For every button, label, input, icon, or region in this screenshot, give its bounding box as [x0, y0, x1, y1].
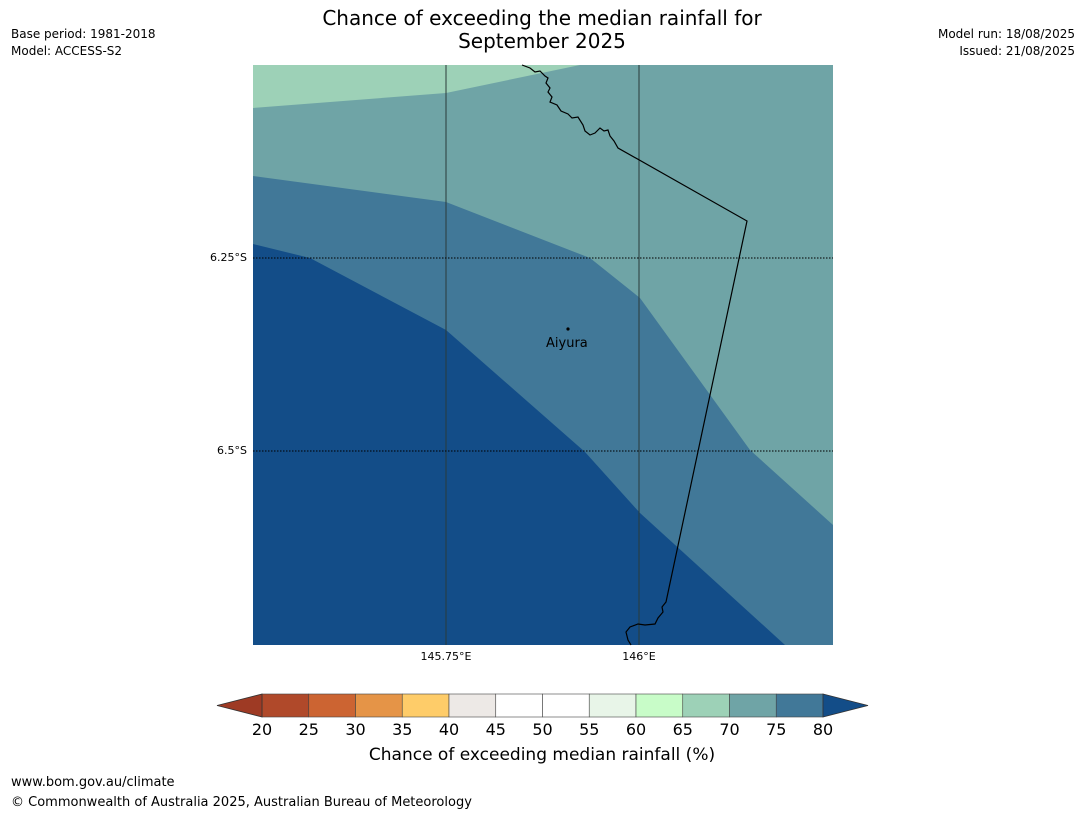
graticule	[253, 65, 833, 645]
probability-contours	[253, 65, 833, 645]
colorbar-tick-65: 65	[672, 720, 693, 739]
colorbar-segments	[261, 693, 824, 718]
colorbar-segment-70-75	[729, 693, 777, 718]
colorbar-tick-25: 25	[298, 720, 319, 739]
map-title-line1: Chance of exceeding the median rainfall …	[322, 6, 762, 30]
model-run-text: Model run: 18/08/2025	[937, 27, 1075, 41]
colorbar-tick-45: 45	[485, 720, 506, 739]
zone-above-80	[253, 244, 785, 645]
colorbar-segment-25-30	[308, 693, 356, 718]
colorbar-tick-50: 50	[532, 720, 553, 739]
colorbar-tick-30: 30	[345, 720, 366, 739]
colorbar-segment-35-40	[401, 693, 450, 718]
longitude-label-1: 145.75°E	[420, 650, 472, 663]
colorbar-title: Chance of exceeding median rainfall (%)	[368, 745, 716, 765]
colorbar-tick-55: 55	[579, 720, 600, 739]
colorbar-tick-75: 75	[766, 720, 787, 739]
colorbar-tick-35: 35	[392, 720, 413, 739]
province-boundary	[521, 64, 748, 646]
map-title: Chance of exceeding the median rainfall …	[242, 7, 842, 53]
town-label-aiyura: Aiyura	[546, 336, 588, 351]
meta-left: Base period: 1981-2018 Model: ACCESS-S2	[11, 26, 156, 60]
issued-text: Issued: 21/08/2025	[959, 44, 1075, 58]
latitude-label-2: 6.5°S	[217, 444, 247, 457]
colorbar-tick-80: 80	[812, 720, 834, 739]
colorbar-tick-20: 20	[251, 720, 273, 739]
colorbar-segment-75-80	[775, 693, 824, 718]
colorbar-high-arrow	[822, 693, 869, 718]
colorbar-tick-40: 40	[438, 720, 460, 739]
footer-url[interactable]: www.bom.gov.au/climate	[11, 775, 175, 790]
colorbar-tick-60: 60	[625, 720, 647, 739]
colorbar-segment-45-50	[495, 693, 543, 718]
model-text: Model: ACCESS-S2	[11, 44, 123, 58]
colorbar-segment-30-35	[355, 693, 403, 718]
colorbar-segment-55-60	[588, 693, 637, 718]
meta-right: Model run: 18/08/2025 Issued: 21/08/2025	[938, 26, 1075, 60]
longitude-label-2: 146°E	[622, 650, 656, 663]
colorbar-segment-40-45	[448, 693, 497, 718]
latitude-label-1: 6.25°S	[210, 251, 247, 264]
colorbar-segment-50-55	[542, 693, 590, 718]
map-title-line2: September 2025	[458, 29, 626, 53]
footer-copyright: © Commonwealth of Australia 2025, Austra…	[11, 795, 472, 810]
colorbar-tick-70: 70	[719, 720, 740, 739]
colorbar-low-arrow	[216, 693, 263, 718]
town-marker	[566, 327, 570, 331]
colorbar-segment-65-70	[682, 693, 730, 718]
zone-65-70	[253, 65, 580, 108]
base-period-text: Base period: 1981-2018	[11, 27, 156, 41]
colorbar-segment-60-65	[635, 693, 684, 718]
colorbar-segment-20-25	[261, 693, 310, 718]
